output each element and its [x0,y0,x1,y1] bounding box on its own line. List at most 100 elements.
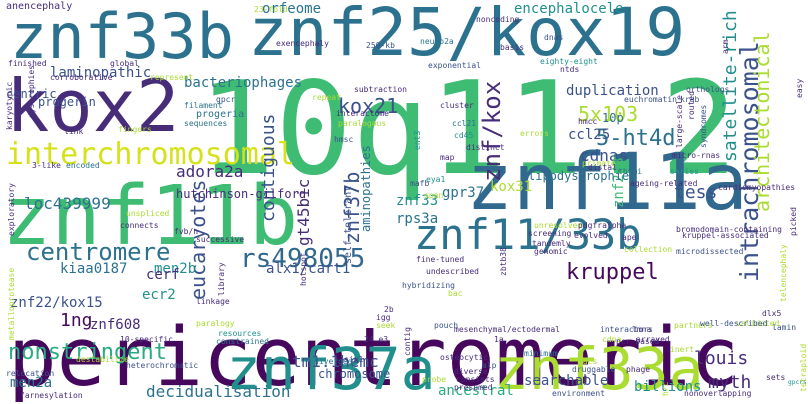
word: filament [184,101,223,110]
word: lmna [632,325,652,334]
word: adora2a [176,162,244,181]
word: hotspot [299,252,308,286]
word: validated [736,319,780,328]
word: znf11b [2,169,299,264]
word: farnesylation [20,391,83,400]
word: sets [766,373,786,382]
word: tess [674,182,718,203]
word: connects [120,221,159,230]
word: exploratory [7,183,16,236]
word: ape [622,233,637,242]
word: finished [8,59,47,68]
word: alp [482,361,497,370]
word: znf22/kox15 [10,295,103,311]
word: mesenchymal/ectodermal [454,325,560,334]
word: duplication [566,83,659,99]
word: alx1/cart1 [266,261,351,277]
word: kiaa0187 [60,261,128,277]
word: encoded [66,161,100,170]
word: link [64,127,84,136]
word: decidualisation [146,382,291,401]
word: dlx5 [762,309,782,318]
word: orfeome [262,1,322,17]
word: aminopathies [359,145,373,232]
word: cluster [440,101,474,110]
word: eya1 [426,175,446,184]
word: ccl25 [568,127,611,143]
word: progeria [196,109,245,120]
word: centromere [26,238,171,266]
word: represent [150,73,194,82]
word: distinct [466,143,505,152]
word: minimum [524,349,558,358]
word: laminopathic [50,65,152,81]
word: arm [721,39,730,54]
word: easy [795,78,804,98]
word: noncoding [476,15,520,24]
word: 10p [602,111,624,125]
word: eighty-eight [540,57,598,66]
word: kox31 [490,179,533,195]
word: 1a [494,335,504,344]
word: lamin [772,323,797,332]
word: ageing-related [630,179,698,188]
word: karyotypic [5,81,14,130]
word: pouch [434,321,459,330]
word: constrained [216,337,269,346]
word: 5-ht4d [596,126,676,151]
word: arrayed [636,335,670,344]
word: orthologs [686,85,730,94]
word: telencephaly [779,244,788,302]
word: consists [456,375,495,384]
word: seek [376,321,396,330]
word: h/c [661,381,670,396]
word: micro-rnas [672,151,721,160]
word: cdnas [580,146,629,165]
word: znf608 [90,317,141,333]
word: progerin [38,95,96,109]
word: druggable [572,365,616,374]
word: ccl21 [452,119,477,128]
word: contig [403,327,412,356]
word: rs498055 [240,244,366,274]
word: dystrophies [27,65,36,118]
word: bac [448,289,463,298]
word: collection [624,245,673,254]
word: paralogous [338,119,387,128]
word: centric [6,87,57,101]
word: interchromosomal [6,137,295,172]
word: anencephaly [6,1,73,12]
word: 23-fold [254,5,288,14]
word: hybridizing [402,281,455,290]
word: successive [196,235,245,244]
word: 10-specific [120,335,173,344]
word: relocation [6,369,55,378]
word: kox2 [6,64,180,148]
word: diverse [454,367,488,376]
word: unspliced [126,209,170,218]
word: znf/kox [478,80,506,182]
word: 24.e3 [364,335,389,344]
word: kruppel-associated [682,231,769,240]
word: ancestral [438,383,514,399]
word: inert [670,345,695,354]
word: 10q11.2 [198,55,738,204]
word: men2a [10,375,53,391]
word: 2b [384,305,394,314]
word: cardiomyopathies [718,183,796,192]
word: syndromes [699,104,708,148]
word: dnas [544,33,564,42]
word: pcr-based [616,337,660,346]
word: fvb/n [174,227,199,236]
word: genomic [534,247,568,256]
word: picked [789,207,798,236]
word: krab [680,95,700,104]
word: presumed [454,383,493,392]
word: corroborative [50,73,113,82]
word: global [110,59,139,68]
word: pericentromeric [8,311,740,404]
word: span [424,191,444,200]
word: thymi [618,167,643,176]
word: znf33 [396,193,439,209]
word: euchromatin [624,95,677,104]
